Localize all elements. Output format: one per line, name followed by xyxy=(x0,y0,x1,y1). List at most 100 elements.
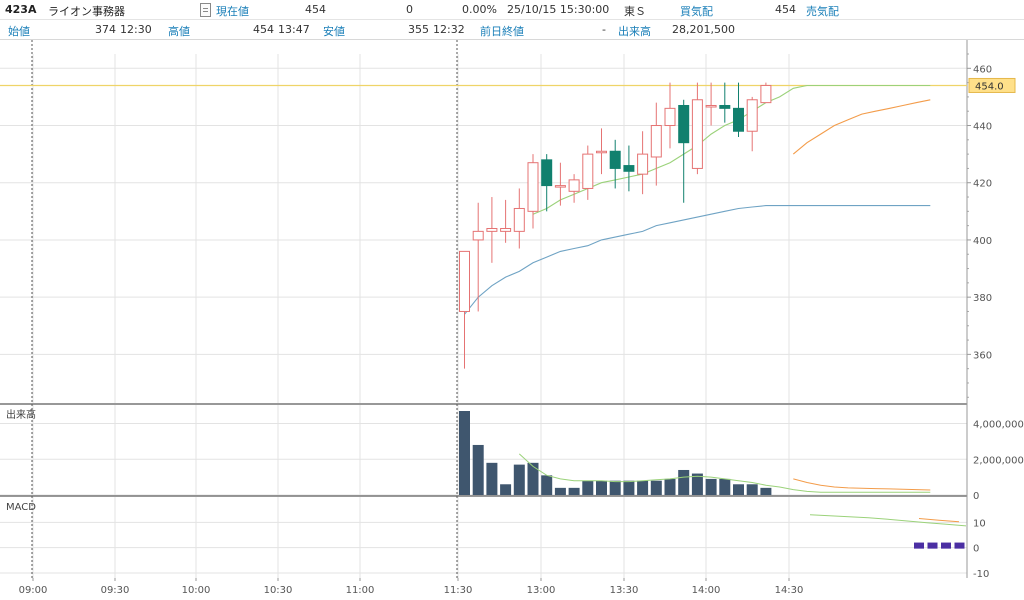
macd-tick-label: -10 xyxy=(973,569,989,580)
volume-bar xyxy=(596,480,607,495)
volume-bar xyxy=(582,480,594,495)
candle-body xyxy=(472,230,484,241)
volume-bar xyxy=(513,464,525,495)
high-label: 高値 xyxy=(168,25,190,38)
candle-body xyxy=(691,99,703,169)
candle-body xyxy=(760,84,772,104)
stock-name: ライオン事務器 xyxy=(48,5,125,18)
volume-pane-label: 出来高 xyxy=(6,408,36,421)
volume-label: 出来高 xyxy=(618,25,651,38)
candle-body xyxy=(609,150,621,169)
candle-body xyxy=(719,104,731,109)
macd-tick-label: 10 xyxy=(973,518,986,529)
time-tick-label: 10:30 xyxy=(264,585,293,596)
low-time: 12:32 xyxy=(433,23,465,36)
volume-bar xyxy=(609,480,621,495)
candle-body xyxy=(513,207,525,232)
quote-datetime: 25/10/15 15:30:00 xyxy=(507,3,610,16)
time-tick-label: 10:00 xyxy=(182,585,211,596)
low-label: 安値 xyxy=(323,25,345,38)
current-price-badge xyxy=(968,77,1016,93)
volume-bar xyxy=(459,411,470,495)
candle-body xyxy=(486,228,498,232)
sma-long-line xyxy=(792,99,931,155)
volume-bar xyxy=(733,484,744,495)
memo-icon[interactable] xyxy=(200,3,211,17)
bid-value: 454 xyxy=(775,3,796,16)
quote-header-row-1: 423A ライオン事務器 現在値 454 0 0.00% 25/10/15 15… xyxy=(0,0,1024,20)
price-change-pct: 0.00% xyxy=(462,3,497,16)
macd-histogram-bar xyxy=(941,542,951,549)
candle-body xyxy=(500,228,512,232)
macd-histogram-bar xyxy=(954,542,965,549)
open-value: 374 xyxy=(95,23,116,36)
macd-line xyxy=(809,514,967,527)
volume-bar xyxy=(554,487,566,495)
intraday-chart[interactable]: 360 380 400 420 440 460 4,000,000 2,000,000 0 10 0… xyxy=(0,40,1024,600)
candle-body xyxy=(733,107,744,132)
macd-histogram-bar xyxy=(927,542,938,549)
open-time: 12:30 xyxy=(120,23,152,36)
market-name: 東Ｓ xyxy=(624,5,646,18)
candle-body xyxy=(554,185,566,188)
volume-ma-short-line xyxy=(518,453,931,493)
macd-histogram-bar xyxy=(914,542,924,549)
candle-body xyxy=(637,153,649,175)
price-tick-label: 400 xyxy=(973,236,992,247)
sma-short-line xyxy=(532,84,931,215)
volume-bar xyxy=(472,444,484,495)
macd-pane-label: MACD xyxy=(6,502,36,513)
price-tick-label: 460 xyxy=(973,64,992,75)
candle-body xyxy=(664,107,676,127)
time-tick-label: 09:00 xyxy=(19,585,48,596)
candle-body xyxy=(623,165,635,172)
volume-bar xyxy=(691,473,703,495)
price-change: 0 xyxy=(406,3,413,16)
high-time: 13:47 xyxy=(278,23,310,36)
volume-tick-label: 2,000,000 xyxy=(973,455,1024,466)
volume-bar xyxy=(650,480,662,495)
price-tick-label: 440 xyxy=(973,122,992,133)
candle-body xyxy=(746,99,758,132)
volume-bar xyxy=(568,487,580,495)
price-tick-label: 380 xyxy=(973,293,992,304)
stock-code: 423A xyxy=(5,3,37,16)
candle-body xyxy=(596,150,607,154)
candle-body xyxy=(705,104,717,108)
volume-bar xyxy=(760,487,772,495)
volume-bar xyxy=(541,475,553,495)
current-price-value: 454 xyxy=(305,3,326,16)
price-tick-label: 420 xyxy=(973,179,992,190)
volume-tick-label: 4,000,000 xyxy=(973,420,1024,431)
macd-signal-line xyxy=(918,518,960,523)
candle-body xyxy=(568,179,580,192)
prev-close-label: 前日終値 xyxy=(480,25,524,38)
current-price-label: 現在値 xyxy=(216,5,249,18)
time-tick-label: 14:30 xyxy=(775,585,804,596)
bid-label: 買気配 xyxy=(680,5,713,18)
quote-header-row-2: 始値 374 12:30 高値 454 13:47 安値 355 12:32 前… xyxy=(0,20,1024,40)
volume-bar xyxy=(705,478,717,495)
volume-bar xyxy=(637,480,649,495)
low-value: 355 xyxy=(408,23,429,36)
ask-label: 売気配 xyxy=(806,5,839,18)
volume-bar xyxy=(719,478,731,495)
candle-body xyxy=(678,104,690,144)
candle-body xyxy=(459,250,470,312)
time-tick-label: 14:00 xyxy=(692,585,721,596)
candle-body xyxy=(527,162,539,212)
time-tick-label: 13:00 xyxy=(527,585,556,596)
current-price-badge-text: 454.0 xyxy=(975,81,1004,92)
vwap-line xyxy=(464,205,931,315)
price-tick-label: 360 xyxy=(973,350,992,361)
volume-ma-long-line xyxy=(793,478,931,491)
candle-body xyxy=(582,153,594,189)
volume-bar xyxy=(678,469,690,495)
volume-bar xyxy=(527,462,539,495)
time-tick-label: 09:30 xyxy=(101,585,130,596)
candle-body xyxy=(541,159,553,187)
prev-close-value: - xyxy=(602,23,606,36)
time-tick-label: 13:30 xyxy=(610,585,639,596)
time-tick-label: 11:00 xyxy=(346,585,375,596)
volume-bar xyxy=(500,484,512,495)
